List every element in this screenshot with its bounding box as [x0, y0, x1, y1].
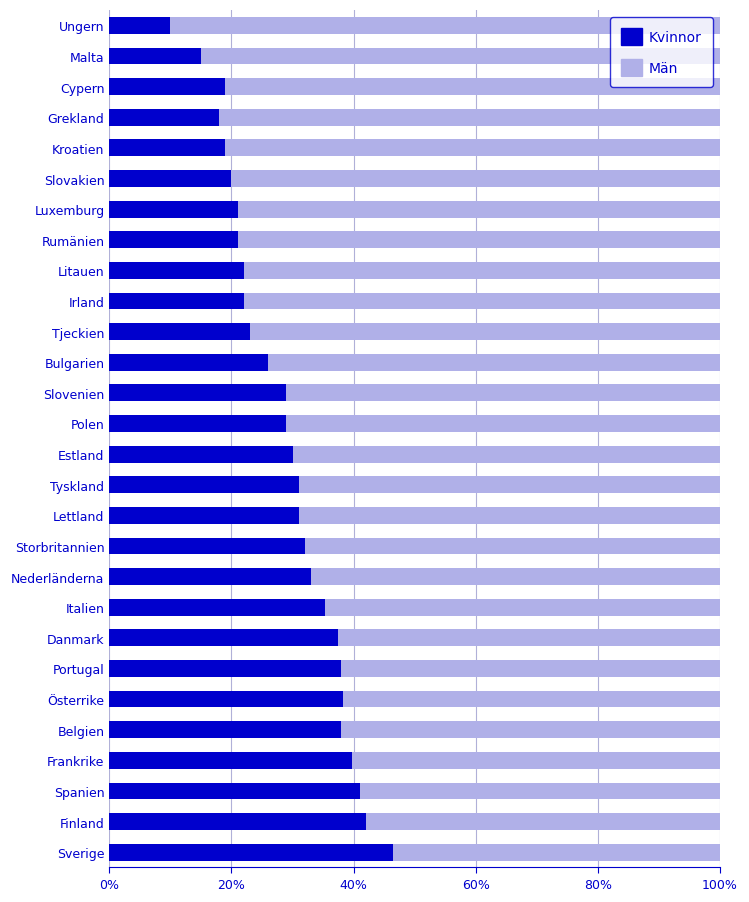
Bar — [109, 446, 293, 463]
Bar — [268, 354, 720, 372]
Bar — [338, 630, 720, 647]
Bar — [109, 814, 366, 830]
Bar — [286, 416, 720, 432]
Bar — [219, 110, 720, 126]
Bar — [109, 324, 249, 341]
Bar — [109, 722, 342, 738]
Bar — [109, 507, 299, 524]
Bar — [366, 814, 720, 830]
Bar — [243, 293, 720, 310]
Bar — [392, 843, 720, 861]
Bar — [311, 568, 720, 585]
Bar — [325, 599, 720, 616]
Bar — [305, 538, 720, 555]
Bar — [109, 660, 342, 677]
Bar — [109, 79, 225, 96]
Legend: Kvinnor, Män: Kvinnor, Män — [610, 18, 713, 88]
Bar — [286, 385, 720, 401]
Bar — [109, 843, 392, 861]
Bar — [360, 783, 720, 799]
Bar — [109, 599, 325, 616]
Bar — [299, 477, 720, 493]
Bar — [109, 49, 201, 65]
Bar — [109, 691, 342, 708]
Bar — [243, 262, 720, 280]
Bar — [293, 446, 720, 463]
Bar — [109, 170, 231, 188]
Bar — [109, 262, 243, 280]
Bar — [109, 232, 237, 249]
Bar — [352, 752, 720, 769]
Bar — [109, 630, 338, 647]
Bar — [109, 141, 225, 157]
Bar — [109, 293, 243, 310]
Bar — [249, 324, 720, 341]
Bar — [342, 691, 720, 708]
Bar — [299, 507, 720, 524]
Bar — [109, 783, 360, 799]
Bar — [109, 385, 286, 401]
Bar — [237, 201, 720, 218]
Bar — [171, 18, 720, 35]
Bar — [109, 354, 268, 372]
Bar — [225, 79, 720, 96]
Bar — [342, 722, 720, 738]
Bar — [109, 752, 352, 769]
Bar — [109, 477, 299, 493]
Bar — [225, 141, 720, 157]
Bar — [109, 538, 305, 555]
Bar — [109, 416, 286, 432]
Bar — [237, 232, 720, 249]
Bar — [109, 201, 237, 218]
Bar — [201, 49, 720, 65]
Bar — [342, 660, 720, 677]
Bar — [109, 18, 171, 35]
Bar — [109, 110, 219, 126]
Bar — [109, 568, 311, 585]
Bar — [231, 170, 720, 188]
